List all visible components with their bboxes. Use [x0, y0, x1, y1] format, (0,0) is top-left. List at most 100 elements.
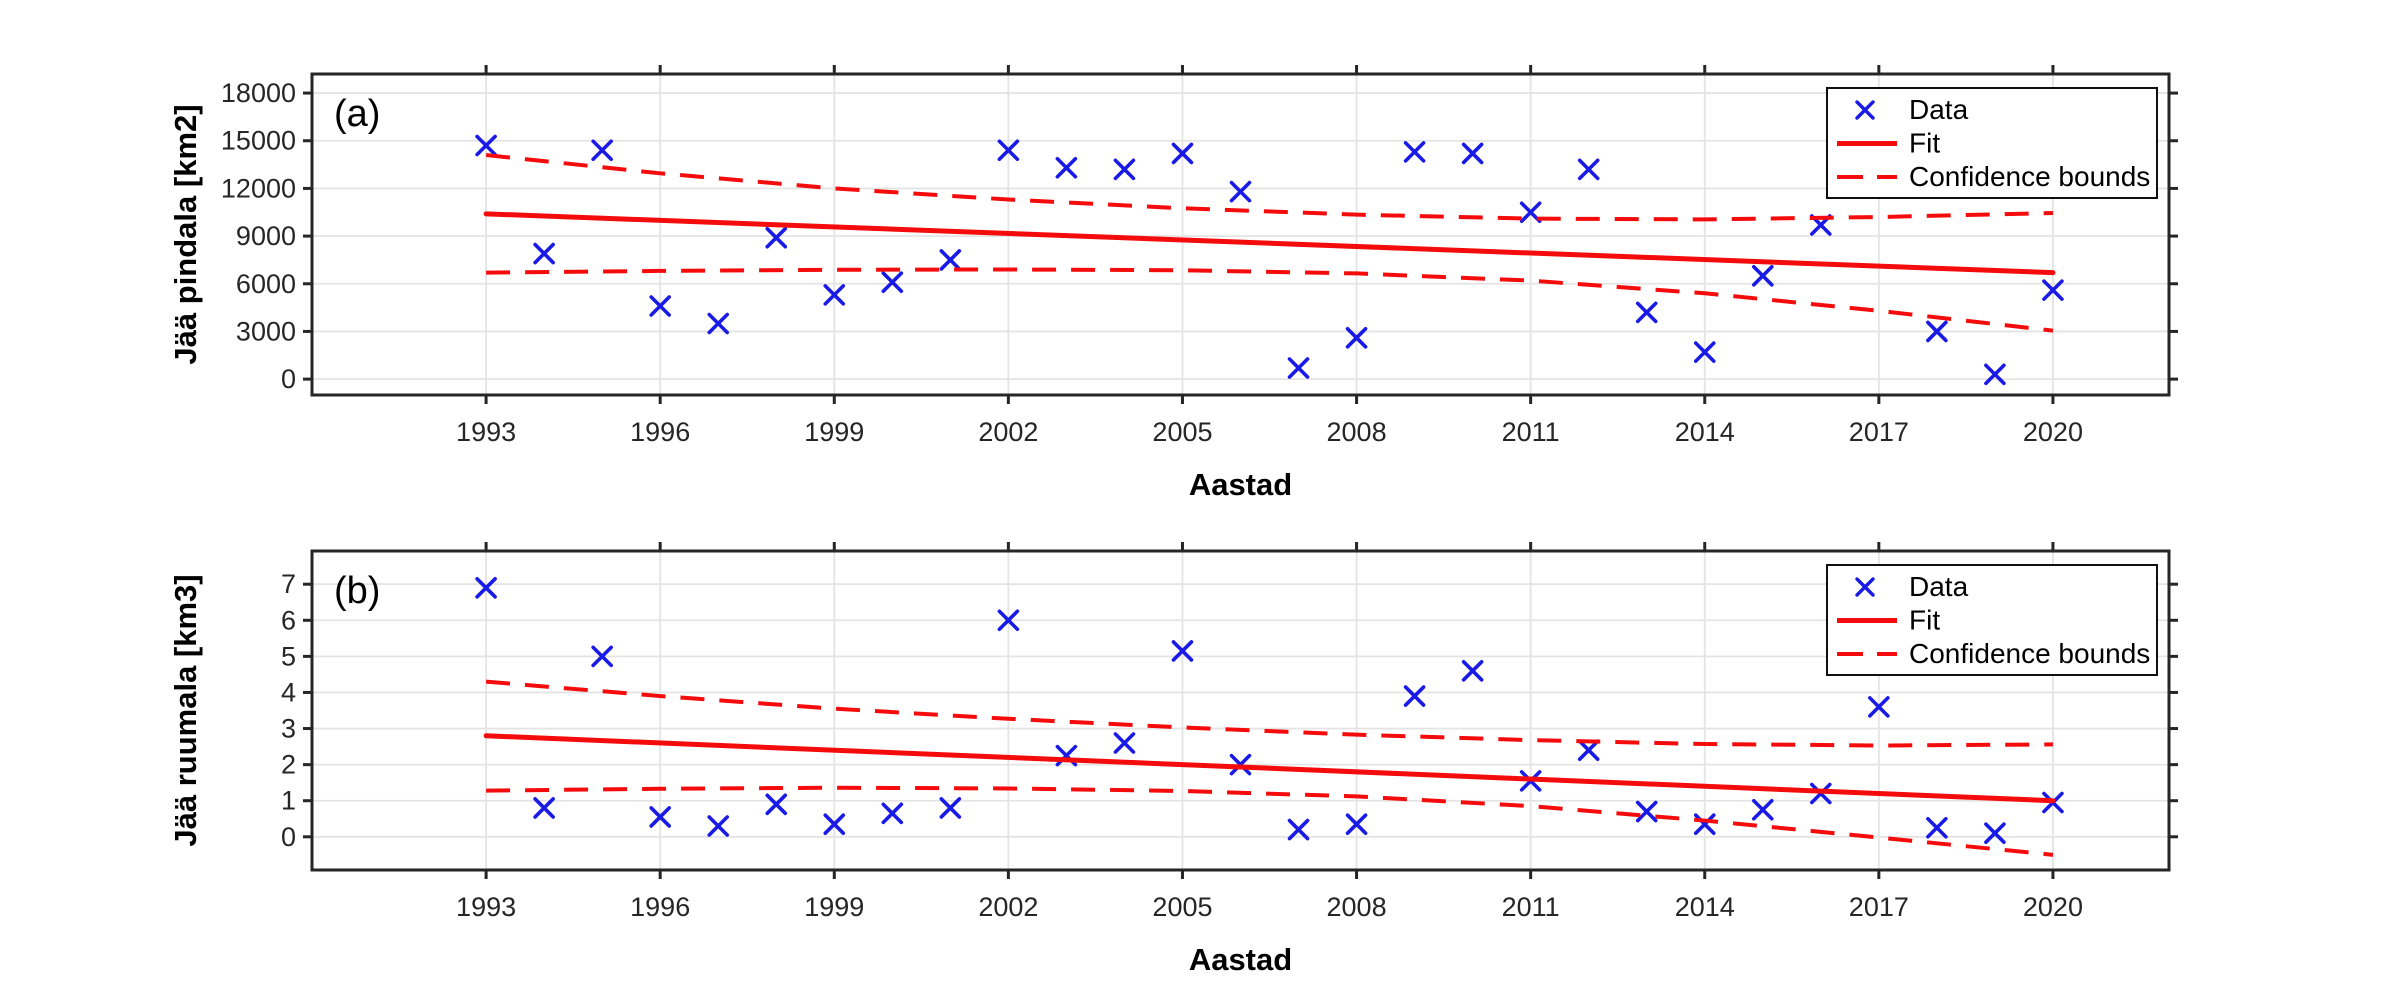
- x-tick-label: 2011: [1502, 417, 1560, 447]
- data-marker-x-icon: [1229, 180, 1252, 203]
- legend-item-label: Fit: [1909, 605, 1940, 636]
- data-marker-x-icon: [1635, 800, 1658, 823]
- marker-stroke: [1751, 265, 1774, 287]
- x-tick-label: 2020: [2023, 892, 2083, 922]
- marker-stroke: [1055, 156, 1078, 179]
- data-marker-x-icon: [1461, 660, 1484, 682]
- y-tick-label: 0: [281, 822, 296, 852]
- data-series: [475, 134, 2064, 386]
- data-marker-x-icon: [1868, 696, 1890, 718]
- data-marker-x-icon: [1693, 341, 1716, 363]
- data-marker-x-icon: [1926, 320, 1948, 343]
- marker-stroke: [1635, 301, 1658, 324]
- data-marker-x-icon: [1171, 640, 1194, 662]
- y-tick-label: 4: [281, 677, 296, 707]
- legend-item: Confidence bounds: [1837, 638, 2150, 669]
- marker-stroke: [1693, 341, 1716, 363]
- data-marker-x-icon: [533, 797, 555, 819]
- marker-stroke: [1345, 326, 1368, 349]
- marker-stroke: [533, 242, 555, 265]
- marker-stroke: [1113, 732, 1136, 754]
- data-marker-x-icon: [1287, 357, 1310, 379]
- marker-stroke: [939, 797, 962, 819]
- data-marker-x-icon: [475, 134, 497, 157]
- data-marker-x-icon: [1635, 301, 1658, 324]
- fit-line: [483, 211, 2056, 276]
- y-tick-label: 15000: [221, 126, 296, 156]
- marker-stroke: [1693, 813, 1716, 835]
- x-axis-label: Aastad: [1189, 942, 1292, 977]
- x-tick-label: 2011: [1502, 892, 1560, 922]
- data-marker-x-icon: [591, 645, 613, 668]
- x-tick-label: 2014: [1675, 417, 1735, 447]
- legend-item-label: Confidence bounds: [1909, 638, 2150, 669]
- panel-label: (b): [334, 570, 380, 612]
- marker-stroke: [823, 813, 846, 835]
- data-marker-x-icon: [533, 242, 555, 265]
- legend-item: Confidence bounds: [1837, 161, 2150, 192]
- marker-stroke: [475, 577, 497, 599]
- x-tick-label: 2014: [1675, 892, 1735, 922]
- x-tick-label: 1996: [630, 417, 690, 447]
- y-tick-label: 0: [281, 364, 296, 394]
- marker-stroke: [591, 645, 613, 668]
- marker-stroke: [1403, 141, 1426, 163]
- marker-stroke: [823, 284, 846, 306]
- marker-stroke: [881, 271, 904, 293]
- marker-stroke: [939, 249, 962, 271]
- marker-stroke: [707, 312, 730, 335]
- y-tick-label: 2: [281, 750, 296, 780]
- legend-item: Data: [1855, 94, 1969, 125]
- data-marker-x-icon: [591, 139, 613, 162]
- x-tick-label: 1999: [804, 417, 864, 447]
- marker-stroke: [881, 802, 904, 825]
- axis-box: [310, 549, 2171, 872]
- confidence-bound-upper-line: [485, 679, 2053, 748]
- data-marker-x-icon: [1171, 142, 1194, 165]
- marker-stroke: [1519, 201, 1542, 224]
- y-axis-label: Jää ruumala [km3]: [168, 574, 203, 846]
- panel-label: (a): [334, 93, 380, 135]
- data-marker-x-icon: [649, 295, 671, 317]
- marker-stroke: [649, 295, 671, 317]
- subplot-a: 1993 1996 1999 2002 2005 2008 2011 2014 2017 2020…: [168, 65, 2178, 502]
- x-tick-label: 2002: [978, 892, 1038, 922]
- fit-line: [483, 733, 2056, 804]
- y-tick-label: 1: [281, 786, 296, 816]
- y-axis-label: Jää pindala [km2]: [168, 104, 203, 364]
- marker-stroke: [1403, 685, 1426, 707]
- x-tick-label: 1993: [456, 417, 516, 447]
- marker-stroke: [2042, 279, 2064, 301]
- data-marker-x-icon: [765, 793, 788, 816]
- x-tick-label: 2008: [1327, 417, 1387, 447]
- data-marker-x-icon: [1984, 822, 2006, 844]
- data-marker-x-icon: [1055, 156, 1078, 179]
- y-tick-label: 18000: [221, 78, 296, 108]
- data-marker-x-icon: [1461, 142, 1484, 165]
- data-marker-x-icon: [1403, 685, 1426, 707]
- x-axis-label: Aastad: [1189, 467, 1292, 502]
- data-marker-x-icon: [1519, 201, 1542, 224]
- marker-stroke: [1868, 696, 1890, 718]
- marker-stroke: [1855, 100, 1875, 120]
- data-marker-x-icon: [707, 312, 730, 335]
- marker-stroke: [997, 139, 1020, 162]
- data-marker-x-icon: [1345, 326, 1368, 349]
- x-tick-label: 2020: [2023, 417, 2083, 447]
- marker-stroke: [1113, 158, 1136, 181]
- marker-stroke: [707, 815, 730, 837]
- data-marker-x-icon: [997, 609, 1020, 632]
- marker-stroke: [1171, 640, 1194, 662]
- data-series: [475, 577, 2064, 844]
- marker-stroke: [1171, 142, 1194, 165]
- data-marker-x-icon: [475, 577, 497, 599]
- legend-item-label: Data: [1909, 571, 1969, 602]
- confidence-bound-upper-line: [485, 153, 2053, 222]
- data-marker-x-icon: [1113, 158, 1136, 181]
- x-tick-label: 2017: [1849, 417, 1909, 447]
- marker-stroke: [1345, 813, 1368, 835]
- data-marker-x-icon: [1751, 798, 1774, 821]
- data-marker-x-icon: [997, 139, 1020, 162]
